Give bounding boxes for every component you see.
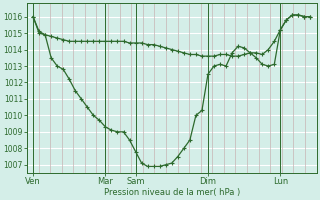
X-axis label: Pression niveau de la mer( hPa ): Pression niveau de la mer( hPa ): [104, 188, 240, 197]
